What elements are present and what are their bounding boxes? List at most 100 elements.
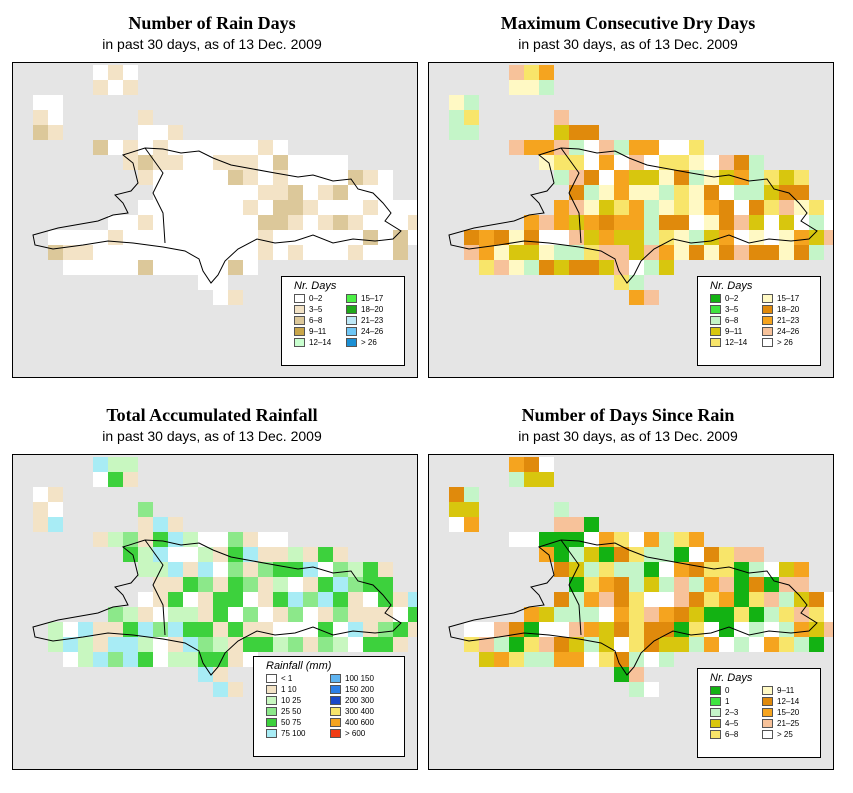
grid-cell xyxy=(198,170,213,185)
grid-cell xyxy=(333,607,348,622)
legend-swatch xyxy=(346,305,357,314)
grid-cell xyxy=(138,637,153,652)
grid-cell xyxy=(243,260,258,275)
legend-item: 50 75 xyxy=(266,717,330,728)
grid-cell xyxy=(168,652,183,667)
grid-cell xyxy=(198,185,213,200)
grid-cell xyxy=(138,517,153,532)
grid-cell xyxy=(809,622,824,637)
grid-cell xyxy=(213,562,228,577)
grid-cell xyxy=(494,245,509,260)
grid-cell xyxy=(779,230,794,245)
panel-heading-days-since-rain: Number of Days Since Rain in past 30 day… xyxy=(418,404,838,445)
panel-subtitle: in past 30 days, as of 13 Dec. 2009 xyxy=(102,428,322,444)
grid-cell xyxy=(228,290,243,305)
grid-cell xyxy=(348,245,363,260)
grid-cell xyxy=(689,547,704,562)
grid-cell xyxy=(108,230,123,245)
grid-cell xyxy=(599,577,614,592)
grid-cell xyxy=(378,170,393,185)
legend-swatch xyxy=(710,338,721,347)
grid-cell xyxy=(599,230,614,245)
grid-cell xyxy=(348,592,363,607)
grid-cell xyxy=(629,170,644,185)
panel-heading-max-dry-days: Maximum Consecutive Dry Days in past 30 … xyxy=(418,12,838,53)
grid-cell xyxy=(258,607,273,622)
grid-cell xyxy=(108,65,123,80)
map-canvas xyxy=(448,65,833,305)
grid-cell xyxy=(719,607,734,622)
grid-cell xyxy=(764,170,779,185)
grid-cell xyxy=(464,230,479,245)
grid-cell xyxy=(554,110,569,125)
grid-cell xyxy=(303,170,318,185)
map-canvas xyxy=(32,457,417,697)
legend-item: 9–11 xyxy=(762,685,814,696)
legend-item: 6–8 xyxy=(710,315,762,326)
grid-cell xyxy=(48,125,63,140)
grid-cell xyxy=(614,140,629,155)
grid-cell xyxy=(108,140,123,155)
grid-cell xyxy=(108,532,123,547)
panel-subtitle: in past 30 days, as of 13 Dec. 2009 xyxy=(518,428,738,444)
grid-cell xyxy=(704,185,719,200)
grid-cell xyxy=(138,215,153,230)
grid-cell xyxy=(138,200,153,215)
grid-cell xyxy=(48,487,63,502)
grid-cell xyxy=(554,125,569,140)
grid-cell xyxy=(794,230,809,245)
grid-cell xyxy=(198,652,213,667)
grid-cell xyxy=(614,245,629,260)
grid-cell xyxy=(33,487,48,502)
grid-cell xyxy=(273,532,288,547)
grid-cell xyxy=(333,547,348,562)
grid-cell xyxy=(303,185,318,200)
grid-cell xyxy=(183,547,198,562)
grid-cell xyxy=(243,577,258,592)
grid-cell xyxy=(108,622,123,637)
grid-cell xyxy=(599,260,614,275)
legend-swatch xyxy=(710,294,721,303)
legend-item: 15–20 xyxy=(762,707,814,718)
grid-cell xyxy=(363,562,378,577)
grid-cell xyxy=(318,170,333,185)
legend-swatch xyxy=(346,338,357,347)
country-border xyxy=(144,539,166,636)
grid-cell xyxy=(303,230,318,245)
legend-swatch xyxy=(266,718,277,727)
legend-item: 0–2 xyxy=(294,293,346,304)
grid-cell xyxy=(168,125,183,140)
grid-cell xyxy=(93,65,108,80)
grid-cell xyxy=(644,170,659,185)
grid-cell xyxy=(809,200,824,215)
grid-cell xyxy=(318,592,333,607)
grid-cell xyxy=(138,547,153,562)
grid-cell xyxy=(183,200,198,215)
legend-days-since-rain: Nr. Days 0 1 2–3 4–5 6–8 9–11 12–14 15–2… xyxy=(697,668,821,758)
grid-cell xyxy=(719,637,734,652)
grid-cell xyxy=(734,200,749,215)
grid-cell xyxy=(659,577,674,592)
grid-cell xyxy=(273,577,288,592)
grid-cell xyxy=(659,637,674,652)
grid-cell xyxy=(408,200,417,215)
grid-cell xyxy=(243,245,258,260)
grid-cell xyxy=(168,517,183,532)
grid-cell xyxy=(464,622,479,637)
grid-cell xyxy=(524,65,539,80)
grid-cell xyxy=(258,200,273,215)
grid-cell xyxy=(584,170,599,185)
grid-cell xyxy=(303,622,318,637)
grid-cell xyxy=(449,110,464,125)
grid-cell xyxy=(168,547,183,562)
grid-cell xyxy=(584,637,599,652)
grid-cell xyxy=(183,215,198,230)
grid-cell xyxy=(644,155,659,170)
grid-cell xyxy=(303,637,318,652)
grid-cell xyxy=(794,170,809,185)
grid-cell xyxy=(614,667,629,682)
grid-cell xyxy=(198,637,213,652)
grid-cell xyxy=(93,652,108,667)
grid-cell xyxy=(198,532,213,547)
grid-cell xyxy=(524,607,539,622)
